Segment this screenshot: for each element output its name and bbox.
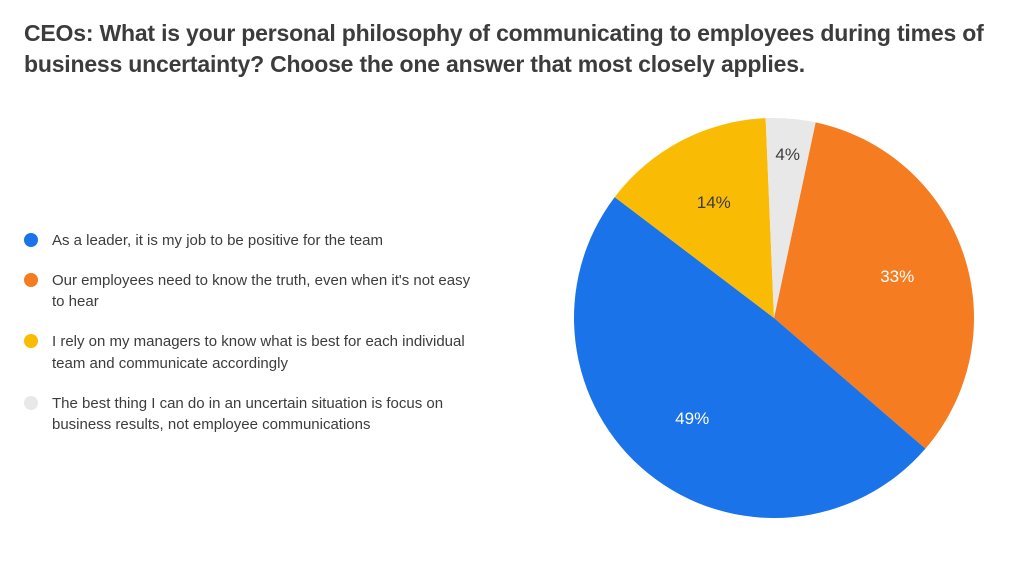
- legend-item-results: The best thing I can do in an uncertain …: [24, 393, 474, 437]
- legend-swatch-icon: [24, 273, 38, 287]
- slice-label-positive: 49%: [675, 409, 709, 429]
- slice-label-managers: 14%: [697, 193, 731, 213]
- legend-swatch-icon: [24, 396, 38, 410]
- pie-chart: 33% 49% 14% 4%: [564, 108, 984, 528]
- legend-label: The best thing I can do in an uncertain …: [52, 393, 474, 437]
- legend-label: Our employees need to know the truth, ev…: [52, 270, 474, 314]
- legend-item-truth: Our employees need to know the truth, ev…: [24, 270, 474, 314]
- legend: As a leader, it is my job to be positive…: [24, 220, 474, 436]
- legend-item-positive: As a leader, it is my job to be positive…: [24, 230, 474, 252]
- slice-label-truth: 33%: [880, 267, 914, 287]
- legend-item-managers: I rely on my managers to know what is be…: [24, 331, 474, 375]
- page-container: CEOs: What is your personal philosophy o…: [0, 0, 1024, 567]
- legend-swatch-icon: [24, 334, 38, 348]
- legend-swatch-icon: [24, 233, 38, 247]
- chart-title: CEOs: What is your personal philosophy o…: [24, 18, 984, 80]
- slice-label-results: 4%: [775, 145, 800, 165]
- pie-svg: [564, 108, 984, 528]
- legend-label: I rely on my managers to know what is be…: [52, 331, 474, 375]
- content-row: As a leader, it is my job to be positive…: [24, 128, 1000, 528]
- legend-label: As a leader, it is my job to be positive…: [52, 230, 383, 252]
